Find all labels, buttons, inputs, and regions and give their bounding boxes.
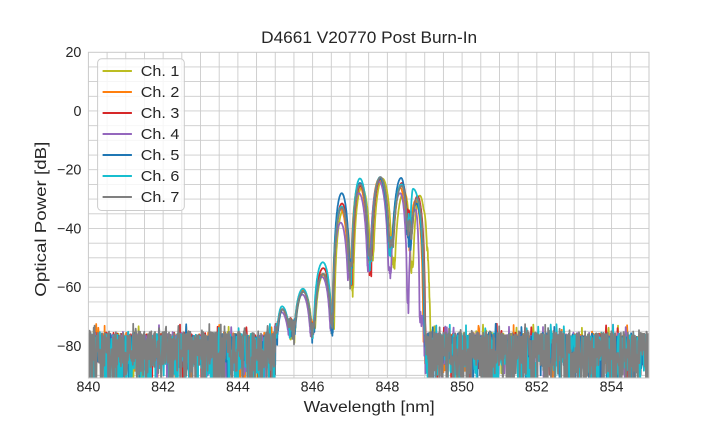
svg-text:840: 840: [76, 379, 100, 395]
svg-text:Ch. 7: Ch. 7: [141, 190, 180, 206]
svg-text:−80: −80: [57, 339, 81, 355]
svg-text:−20: −20: [57, 163, 81, 179]
svg-text:Ch. 1: Ch. 1: [141, 64, 180, 80]
svg-text:Ch. 3: Ch. 3: [141, 106, 180, 122]
svg-text:852: 852: [525, 379, 549, 395]
svg-text:Wavelength [nm]: Wavelength [nm]: [304, 399, 435, 416]
svg-text:850: 850: [450, 379, 474, 395]
svg-text:Optical Power [dB]: Optical Power [dB]: [33, 142, 50, 297]
svg-text:846: 846: [301, 379, 325, 395]
svg-text:842: 842: [151, 379, 175, 395]
svg-text:844: 844: [226, 379, 250, 395]
svg-text:848: 848: [375, 379, 399, 395]
svg-text:Ch. 2: Ch. 2: [141, 85, 180, 101]
svg-text:−60: −60: [57, 280, 81, 296]
svg-text:854: 854: [600, 379, 624, 395]
svg-text:D4661 V20770 Post Burn-In: D4661 V20770 Post Burn-In: [261, 28, 477, 47]
svg-text:Ch. 4: Ch. 4: [141, 127, 180, 143]
svg-text:20: 20: [65, 45, 81, 61]
svg-text:Ch. 6: Ch. 6: [141, 169, 180, 185]
svg-text:0: 0: [73, 104, 81, 120]
svg-text:Ch. 5: Ch. 5: [141, 148, 180, 164]
svg-text:−40: −40: [57, 222, 81, 238]
